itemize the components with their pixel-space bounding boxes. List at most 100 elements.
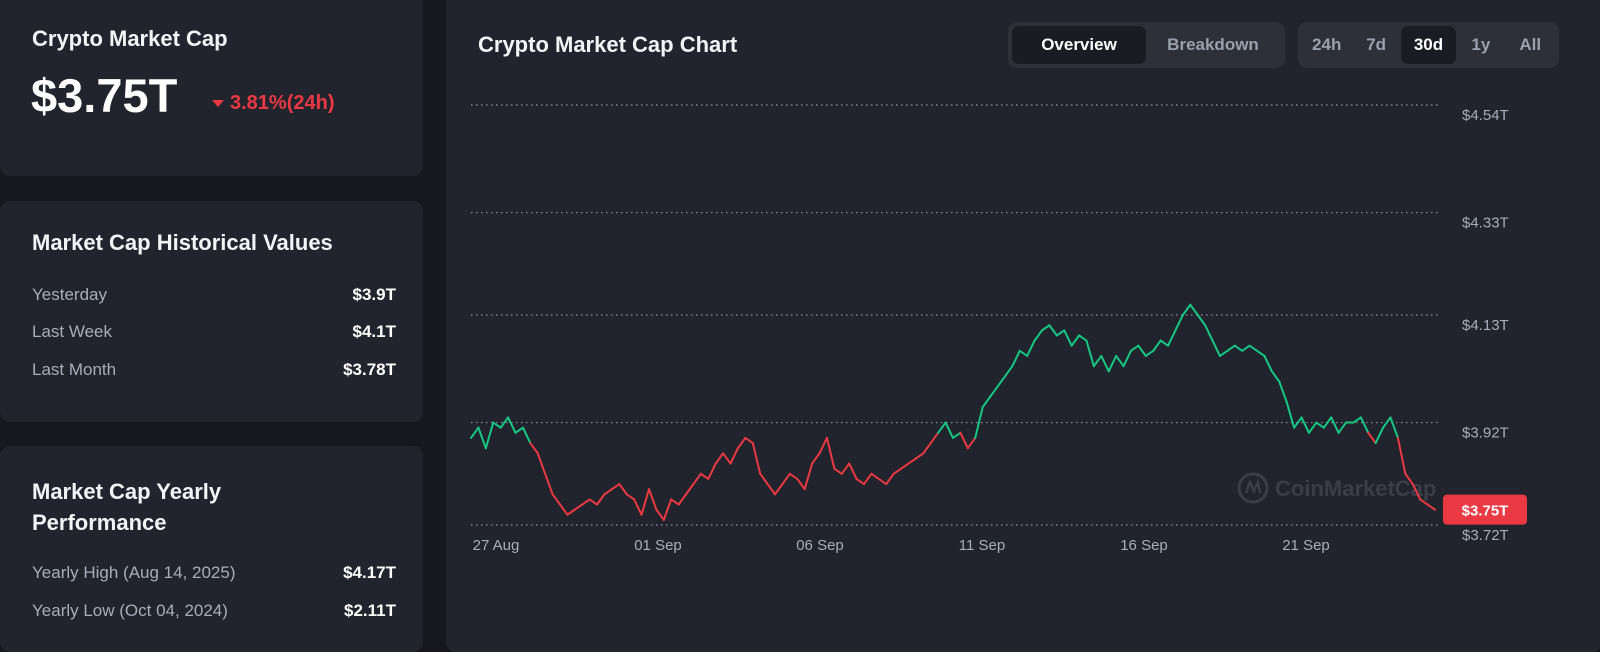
line-segment [699, 472, 710, 480]
line-segment [1063, 329, 1073, 347]
line-segment [588, 498, 599, 506]
line-segment [1315, 421, 1325, 429]
line-segment [1107, 354, 1118, 373]
historical-row-label: Last Week [32, 322, 113, 341]
line-segment [840, 462, 851, 475]
line-segment [1181, 303, 1192, 316]
line-segment [1337, 421, 1348, 434]
line-segment [922, 442, 932, 455]
line-segment [1189, 303, 1199, 316]
historical-row: Last Month $3.78T [32, 360, 396, 380]
historical-row-value: $3.9T [352, 285, 396, 304]
line-segment [1003, 365, 1014, 378]
line-segment [1085, 339, 1095, 368]
line-segment [618, 483, 628, 496]
line-segment [1196, 314, 1207, 327]
line-segment [581, 498, 591, 506]
line-segment [1285, 401, 1296, 429]
x-axis: 27 Aug 01 Sep 06 Sep 11 Sep 16 Sep 21 Sep [473, 537, 1330, 554]
line-segment [722, 452, 732, 465]
range-7d-button[interactable]: 7d [1366, 35, 1387, 54]
y-tick-label: $4.33T [1462, 215, 1509, 232]
line-segment [989, 385, 999, 398]
x-tick-label: 06 Sep [796, 537, 844, 554]
line-segment [558, 503, 569, 516]
line-segment [477, 426, 487, 450]
x-tick-label: 11 Sep [959, 537, 1005, 554]
tab-breakdown[interactable]: Breakdown [1167, 35, 1259, 54]
line-segment [655, 508, 665, 521]
line-segment [514, 426, 524, 434]
line-segment [966, 436, 977, 450]
chart-card: Crypto Market Cap Chart Overview Breakdo… [446, 0, 1600, 652]
line-segment [1322, 416, 1333, 429]
line-segment [1218, 349, 1229, 357]
range-24h-button[interactable]: 24h [1312, 35, 1342, 54]
range-all-button[interactable]: All [1519, 35, 1542, 54]
line-segment [929, 431, 940, 445]
line-segment [781, 472, 791, 486]
grid-lines [471, 104, 1439, 526]
line-segment [1011, 349, 1021, 368]
line-segment [774, 483, 784, 496]
tab-overview[interactable]: Overview [1012, 26, 1146, 64]
line-segment [788, 472, 799, 480]
line-segment [1307, 421, 1318, 434]
yearly-row-value: $4.17T [343, 563, 396, 582]
line-segment [1055, 329, 1066, 337]
line-segment [1419, 498, 1429, 506]
line-segment [647, 488, 658, 511]
line-segment [625, 493, 636, 501]
market-cap-chart[interactable]: CoinMarketCap $4.54T $4.33T $4.13T $3.92T $3… [446, 0, 1600, 652]
line-segment [796, 477, 806, 491]
line-segment [833, 467, 843, 475]
line-segment [603, 488, 613, 496]
range-30d-button[interactable]: 30d [1400, 26, 1457, 64]
line-segment [1330, 416, 1340, 434]
market-cap-card: Crypto Market Cap $3.75T 3.81%(24h) [0, 0, 423, 176]
line-segment [907, 457, 917, 465]
range-1y-button[interactable]: 1y [1471, 35, 1491, 54]
line-segment [521, 426, 532, 445]
historical-row-label: Last Month [32, 360, 117, 379]
market-cap-title: Crypto Market Cap [32, 26, 228, 51]
line-segment [551, 493, 561, 506]
line-segment [1263, 354, 1273, 373]
line-segment [1100, 354, 1110, 373]
x-tick-label: 01 Sep [634, 537, 682, 554]
line-segment [1092, 354, 1103, 368]
line-segment [1293, 416, 1303, 429]
line-segment [1137, 344, 1147, 357]
line-segment [736, 436, 747, 450]
coinmarketcap-logo-mark [1244, 477, 1262, 495]
line-segment [1426, 503, 1436, 511]
coinmarketcap-watermark: CoinMarketCap [1237, 472, 1436, 504]
line-segment [744, 436, 754, 445]
line-segment [566, 508, 576, 516]
yearly-row: Yearly High (Aug 14, 2025) $4.17T [32, 563, 396, 583]
historical-row: Yesterday $3.9T [32, 285, 396, 305]
line-segment [974, 406, 984, 439]
line-segment [1411, 483, 1422, 501]
current-price-tag: $3.75T [1443, 494, 1527, 525]
line-segment [507, 416, 517, 434]
chart-title: Crypto Market Cap Chart [478, 32, 738, 57]
current-price-label: $3.75T [1462, 503, 1509, 520]
range-toggle: 24h 7d 30d 1y All [1298, 22, 1559, 68]
line-segment [1040, 324, 1051, 332]
line-segment [662, 498, 673, 521]
line-segment [1144, 349, 1155, 357]
x-tick-label: 16 Sep [1120, 537, 1168, 554]
historical-row-label: Yesterday [32, 285, 107, 304]
yearly-performance-card: Market Cap Yearly Performance Yearly Hig… [0, 446, 423, 652]
line-segment [1174, 314, 1184, 332]
line-segment [1018, 349, 1029, 357]
line-segment [892, 467, 903, 475]
line-segment [1129, 344, 1140, 352]
line-segment [544, 472, 554, 496]
line-segment [1122, 349, 1132, 368]
x-tick-label: 27 Aug [473, 537, 520, 554]
price-line [470, 303, 1436, 521]
line-segment [1278, 380, 1288, 404]
line-segment [1270, 370, 1281, 383]
